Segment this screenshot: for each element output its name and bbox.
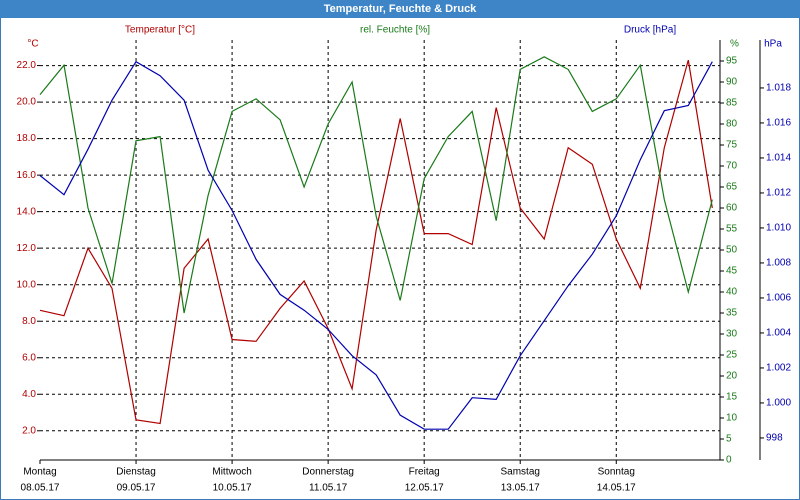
y3-tick-label: 1.002	[766, 363, 791, 374]
y2-tick-label: 10	[726, 413, 738, 424]
y2-tick-label: 45	[726, 266, 738, 277]
y2-tick-label: 20	[726, 371, 738, 382]
y2-axis-unit: %	[730, 39, 739, 50]
y2-tick-label: 25	[726, 350, 738, 361]
y-tick-label: 16.0	[17, 170, 37, 181]
x-tick-label: Montag	[23, 467, 56, 478]
x-tick-date: 09.05.17	[117, 483, 156, 494]
legend-entry: Temperatur [°C]	[125, 25, 195, 36]
x-tick-date: 11.05.17	[309, 483, 348, 494]
series-line	[39, 56, 713, 314]
x-tick-label: Samstag	[500, 467, 539, 478]
y-tick-label: 6.0	[22, 352, 36, 363]
y2-tick-label: 85	[726, 98, 738, 109]
y3-axis-unit: hPa	[764, 39, 782, 50]
y-axis-unit: °C	[27, 39, 38, 50]
x-tick-label: Freitag	[409, 467, 440, 478]
x-tick-label: Donnerstag	[302, 467, 354, 478]
y-tick-label: 20.0	[17, 97, 37, 108]
series-line	[39, 60, 713, 430]
y2-tick-label: 50	[726, 245, 738, 256]
y-tick-label: 10.0	[17, 279, 37, 290]
x-tick-date: 10.05.17	[213, 483, 252, 494]
y2-tick-label: 55	[726, 224, 738, 235]
series-line	[39, 59, 713, 425]
x-tick-label: Sonntag	[598, 467, 635, 478]
y3-tick-label: 1.000	[766, 398, 791, 409]
y2-tick-label: 40	[726, 287, 738, 298]
title-bar	[0, 0, 800, 18]
y2-tick-label: 80	[726, 119, 738, 130]
y3-tick-label: 1.018	[766, 83, 791, 94]
x-tick-date: 08.05.17	[21, 483, 60, 494]
y-tick-label: 12.0	[17, 243, 37, 254]
y3-tick-label: 1.004	[766, 328, 791, 339]
y2-tick-label: 5	[726, 434, 732, 445]
y-tick-label: 2.0	[22, 425, 36, 436]
y-tick-label: 18.0	[17, 133, 37, 144]
y2-tick-label: 0	[726, 455, 732, 466]
y2-tick-label: 90	[726, 77, 738, 88]
y3-tick-label: 1.012	[766, 188, 791, 199]
y3-tick-label: 1.016	[766, 118, 791, 129]
chart-title: Temperatur, Feuchte & Druck	[324, 3, 477, 15]
x-tick-date: 12.05.17	[405, 483, 444, 494]
x-tick-date: 13.05.17	[501, 483, 540, 494]
y-tick-label: 8.0	[22, 316, 36, 327]
y2-tick-label: 35	[726, 308, 738, 319]
y2-tick-label: 70	[726, 161, 738, 172]
y-tick-label: 22.0	[17, 60, 37, 71]
y3-tick-label: 1.014	[766, 153, 791, 164]
y2-tick-label: 75	[726, 140, 738, 151]
legend-entry: rel. Feuchte [%]	[360, 25, 430, 36]
y3-tick-label: 1.010	[766, 223, 791, 234]
x-tick-date: 14.05.17	[597, 483, 636, 494]
y3-tick-label: 998	[766, 433, 783, 444]
y2-tick-label: 30	[726, 329, 738, 340]
y3-tick-label: 1.006	[766, 293, 791, 304]
x-tick-label: Dienstag	[116, 467, 155, 478]
y3-tick-label: 1.008	[766, 258, 791, 269]
y-tick-label: 4.0	[22, 389, 36, 400]
y2-tick-label: 95	[726, 56, 738, 67]
legend-entry: Druck [hPa]	[624, 25, 676, 36]
y-tick-label: 14.0	[17, 206, 37, 217]
y2-tick-label: 60	[726, 203, 738, 214]
x-tick-label: Mittwoch	[212, 467, 251, 478]
y2-tick-label: 65	[726, 182, 738, 193]
y2-tick-label: 15	[726, 392, 738, 403]
